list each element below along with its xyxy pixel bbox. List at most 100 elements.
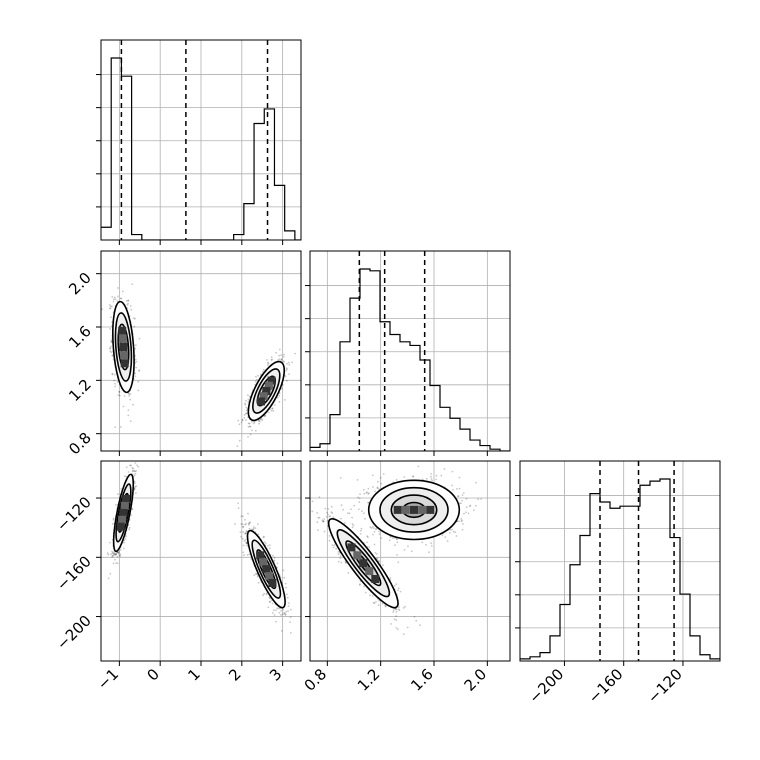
- scatter-point: [458, 476, 461, 479]
- scatter-point: [240, 535, 243, 538]
- scatter-point: [117, 552, 120, 555]
- scatter-point: [318, 516, 321, 519]
- scatter-point: [111, 555, 114, 557]
- scatter-point: [268, 544, 271, 546]
- scatter-point: [282, 569, 285, 572]
- scatter-point: [110, 345, 112, 348]
- scatter-point: [132, 467, 135, 470]
- scatter-point: [366, 491, 368, 494]
- scatter-point: [131, 508, 134, 511]
- scatter-point: [244, 532, 246, 535]
- scatter-point: [107, 577, 110, 580]
- scatter-point: [267, 606, 270, 609]
- scatter-point: [328, 515, 331, 518]
- scatter-point: [237, 507, 240, 509]
- scatter-point: [360, 529, 362, 532]
- scatter-point: [127, 414, 130, 417]
- scatter-point: [280, 614, 282, 616]
- scatter-point: [267, 361, 269, 364]
- scatter-point: [322, 520, 325, 523]
- scatter-point: [287, 610, 289, 612]
- scatter-point: [262, 594, 264, 597]
- scatter-point: [275, 620, 277, 623]
- scatter-point: [342, 508, 345, 511]
- scatter-point: [285, 367, 288, 369]
- scatter-point: [395, 615, 397, 617]
- scatter-point: [116, 555, 119, 558]
- scatter-point: [431, 479, 433, 482]
- scatter-point: [116, 381, 119, 383]
- scatter-point: [109, 541, 111, 544]
- scatter-point: [271, 407, 274, 410]
- scatter-point: [247, 422, 250, 425]
- scatter-point: [133, 325, 136, 328]
- scatter-point: [398, 609, 401, 611]
- scatter-point: [137, 456, 139, 458]
- scatter-point: [358, 584, 361, 586]
- scatter-point: [127, 300, 130, 302]
- scatter-point: [240, 421, 243, 424]
- scatter-point: [247, 398, 250, 401]
- scatter-point: [112, 518, 115, 521]
- scatter-point: [129, 456, 131, 458]
- scatter-point: [283, 611, 286, 614]
- scatter-point: [138, 337, 141, 340]
- scatter-point: [243, 417, 246, 419]
- scatter-point: [135, 485, 138, 487]
- scatter-point: [246, 544, 249, 547]
- scatter-point: [283, 576, 286, 579]
- scatter-point: [127, 471, 130, 473]
- scatter-point: [430, 478, 433, 480]
- scatter-point: [449, 528, 452, 531]
- scatter-point: [247, 435, 249, 438]
- scatter-point: [125, 535, 127, 538]
- scatter-point: [253, 422, 255, 425]
- scatter-point: [244, 518, 246, 521]
- scatter-point: [244, 539, 247, 541]
- scatter-point: [243, 540, 246, 542]
- scatter-point: [373, 543, 376, 546]
- scatter-point: [108, 304, 111, 306]
- scatter-point: [285, 369, 288, 372]
- scatter-point: [276, 607, 279, 610]
- scatter-point: [114, 552, 117, 555]
- scatter-point: [237, 419, 240, 422]
- scatter-point: [378, 488, 380, 490]
- scatter-point: [270, 599, 273, 602]
- scatter-point: [273, 556, 276, 559]
- scatter-point: [347, 512, 349, 515]
- scatter-point: [273, 404, 276, 406]
- scatter-point: [119, 553, 122, 556]
- scatter-point: [340, 504, 343, 507]
- scatter-point: [124, 475, 126, 477]
- scatter-point: [130, 514, 132, 517]
- scatter-point: [276, 396, 279, 399]
- scatter-point: [321, 519, 324, 522]
- scatter-point: [461, 499, 463, 502]
- scatter-point: [373, 602, 376, 605]
- scatter-point: [245, 530, 248, 533]
- scatter-point: [377, 480, 379, 483]
- scatter-point: [294, 352, 296, 355]
- scatter-point: [110, 351, 113, 354]
- scatter-point: [244, 532, 247, 535]
- scatter-point: [109, 307, 111, 310]
- scatter-point: [456, 488, 458, 490]
- scatter-point: [265, 542, 267, 545]
- scatter-point: [462, 492, 465, 494]
- scatter-point: [311, 510, 314, 513]
- scatter-point: [393, 584, 396, 587]
- scatter-point: [278, 395, 281, 397]
- scatter-point: [247, 401, 250, 403]
- scatter-point: [255, 375, 257, 378]
- scatter-point: [134, 317, 136, 320]
- scatter-point: [395, 619, 398, 621]
- scatter-point: [284, 399, 286, 401]
- scatter-point: [339, 557, 342, 560]
- scatter-point: [368, 492, 370, 494]
- scatter-point: [451, 528, 453, 531]
- scatter-point: [245, 412, 247, 415]
- scatter-point: [238, 423, 241, 426]
- scatter-point: [389, 536, 392, 538]
- scatter-point: [134, 472, 137, 475]
